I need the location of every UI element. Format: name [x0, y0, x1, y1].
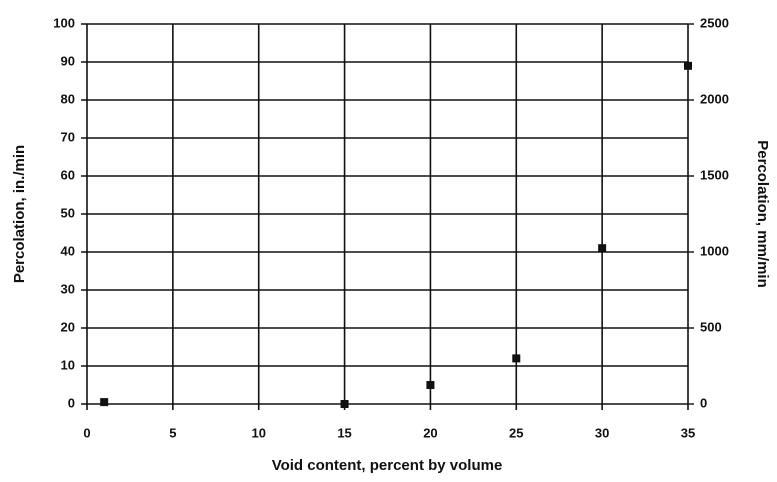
y-tick-label: 60: [61, 167, 75, 182]
x-tick-label: 25: [509, 425, 523, 440]
data-point: [684, 61, 692, 70]
x-tick-label: 30: [595, 425, 609, 440]
y-tick-label: 40: [61, 243, 75, 258]
y-axis-title: Percolation, in./min: [11, 145, 28, 283]
y-tick-label: 50: [61, 205, 75, 220]
y-tick-label: 90: [61, 53, 75, 68]
y-tick-label: 70: [61, 129, 75, 144]
y-tick-label: 100: [53, 15, 75, 30]
x-axis-title: Void content, percent by volume: [272, 457, 503, 474]
y2-tick-label: 2500: [700, 15, 729, 30]
y2-axis-title: Percolation, mm/min: [754, 140, 771, 288]
y-tick-label: 0: [68, 395, 75, 410]
y2-tick-label: 1000: [700, 243, 729, 258]
x-tick-label: 20: [423, 425, 437, 440]
y2-tick-label: 1500: [700, 167, 729, 182]
y2-tick-label: 500: [700, 319, 722, 334]
x-tick-label: 0: [83, 425, 90, 440]
y-tick-label: 20: [61, 319, 75, 334]
data-point: [426, 381, 435, 389]
x-tick-label: 10: [251, 425, 265, 440]
x-tick-label: 35: [681, 425, 695, 440]
data-point: [598, 244, 607, 253]
x-tick-label: 5: [169, 425, 176, 440]
data-point: [340, 400, 349, 408]
y-tick-label: 30: [61, 281, 75, 296]
data-point: [100, 398, 109, 407]
y2-tick-label: 2000: [700, 91, 729, 106]
y-tick-label: 10: [61, 357, 75, 372]
x-tick-label: 15: [337, 425, 351, 440]
y2-tick-label: 0: [700, 395, 707, 410]
y-tick-label: 80: [61, 91, 75, 106]
data-point: [512, 354, 521, 363]
